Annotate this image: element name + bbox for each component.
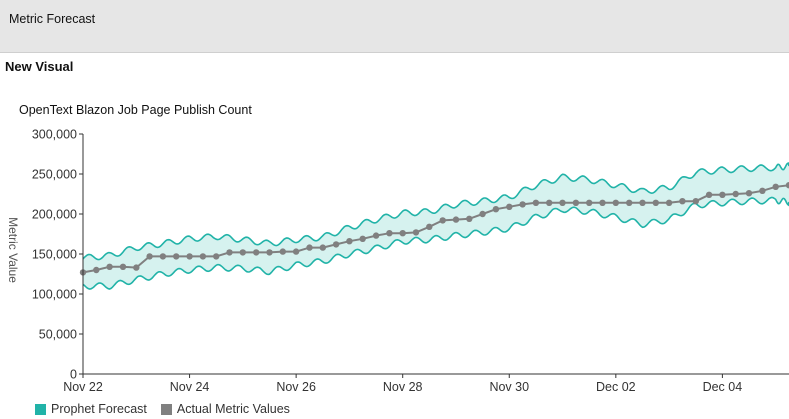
legend-label-forecast: Prophet Forecast (51, 402, 147, 416)
actual-point (346, 238, 353, 245)
actual-point (759, 187, 766, 194)
actual-point (559, 199, 566, 206)
legend-item-forecast[interactable]: Prophet Forecast (35, 402, 147, 416)
actual-point (692, 198, 699, 205)
x-tick-label: Nov 30 (489, 380, 529, 394)
legend-swatch-forecast (35, 403, 46, 415)
actual-point (412, 229, 420, 236)
actual-point (506, 203, 513, 210)
actual-point (359, 235, 366, 242)
legend-item-actual[interactable]: Actual Metric Values (160, 402, 290, 416)
y-axis-label: Metric Value (6, 217, 20, 283)
actual-point (665, 199, 673, 206)
actual-point (133, 264, 140, 271)
y-tick-label: 150,000 (32, 248, 77, 262)
actual-point (159, 253, 167, 260)
chart-title: OpenText Blazon Job Page Publish Count (19, 103, 252, 117)
actual-point (732, 190, 739, 198)
actual-point (253, 249, 260, 256)
actual-point (785, 182, 789, 189)
x-tick-label: Nov 24 (170, 380, 210, 394)
legend-label-actual: Actual Metric Values (176, 402, 290, 416)
app-title: Metric Forecast (9, 12, 96, 26)
actual-point (213, 253, 220, 260)
actual-point (426, 223, 433, 230)
legend-swatch-actual (160, 403, 172, 415)
actual-point (399, 230, 406, 237)
forecast-lower-line (82, 196, 789, 290)
x-tick-label: Nov 22 (63, 380, 103, 394)
x-tick-label: Dec 04 (703, 380, 743, 394)
actual-point (572, 199, 580, 206)
actual-point (306, 244, 313, 251)
x-tick-label: Dec 02 (596, 380, 636, 394)
y-tick-label: 100,000 (32, 288, 77, 302)
top-bar: Metric Forecast (0, 0, 789, 53)
forecast-upper-line (82, 162, 789, 261)
actual-series-layer (79, 182, 789, 276)
actual-point (705, 191, 713, 198)
forecast-band-layer (82, 162, 789, 290)
actual-point (772, 183, 779, 190)
actual-point (546, 199, 553, 206)
y-tick-label: 200,000 (32, 208, 77, 222)
y-tick-label: 0 (70, 368, 77, 382)
actual-point (612, 199, 619, 206)
actual-point (199, 253, 207, 260)
y-tick-label: 50,000 (39, 328, 77, 342)
actual-point (119, 263, 127, 270)
actual-point (492, 206, 500, 213)
actual-point (519, 201, 526, 208)
actual-point (386, 230, 393, 237)
actual-point (532, 199, 540, 206)
actual-point (292, 248, 300, 255)
axes: 0 50,000 100,000 150,000 200,000 250,000 300,0… (32, 128, 789, 394)
actual-point (452, 216, 460, 223)
x-tick-label: Nov 26 (276, 380, 316, 394)
actual-point (586, 199, 593, 206)
y-tick-label: 300,000 (32, 128, 77, 142)
actual-point (626, 199, 633, 206)
actual-point (652, 199, 659, 206)
actual-point (266, 249, 273, 256)
actual-point (146, 253, 153, 260)
y-tick-label: 250,000 (32, 168, 77, 182)
actual-point (745, 190, 753, 197)
actual-point (106, 263, 113, 270)
x-tick-label: Nov 28 (383, 380, 423, 394)
actual-point (93, 266, 100, 274)
actual-point (319, 244, 326, 251)
actual-point (279, 248, 286, 255)
actual-point (466, 215, 473, 222)
section-title: New Visual (5, 59, 74, 74)
actual-point (239, 249, 246, 256)
actual-point (479, 210, 486, 218)
actual-point (332, 241, 340, 248)
forecast-band-area (83, 163, 789, 289)
actual-point (226, 249, 233, 256)
actual-point (679, 198, 686, 205)
legend: Prophet Forecast Actual Metric Values (35, 401, 304, 417)
actual-point (599, 199, 606, 206)
actual-point (639, 199, 646, 206)
actual-point (372, 232, 380, 239)
actual-point (186, 253, 193, 260)
actual-point (719, 191, 726, 198)
actual-point (173, 253, 180, 260)
actual-point (439, 217, 446, 224)
